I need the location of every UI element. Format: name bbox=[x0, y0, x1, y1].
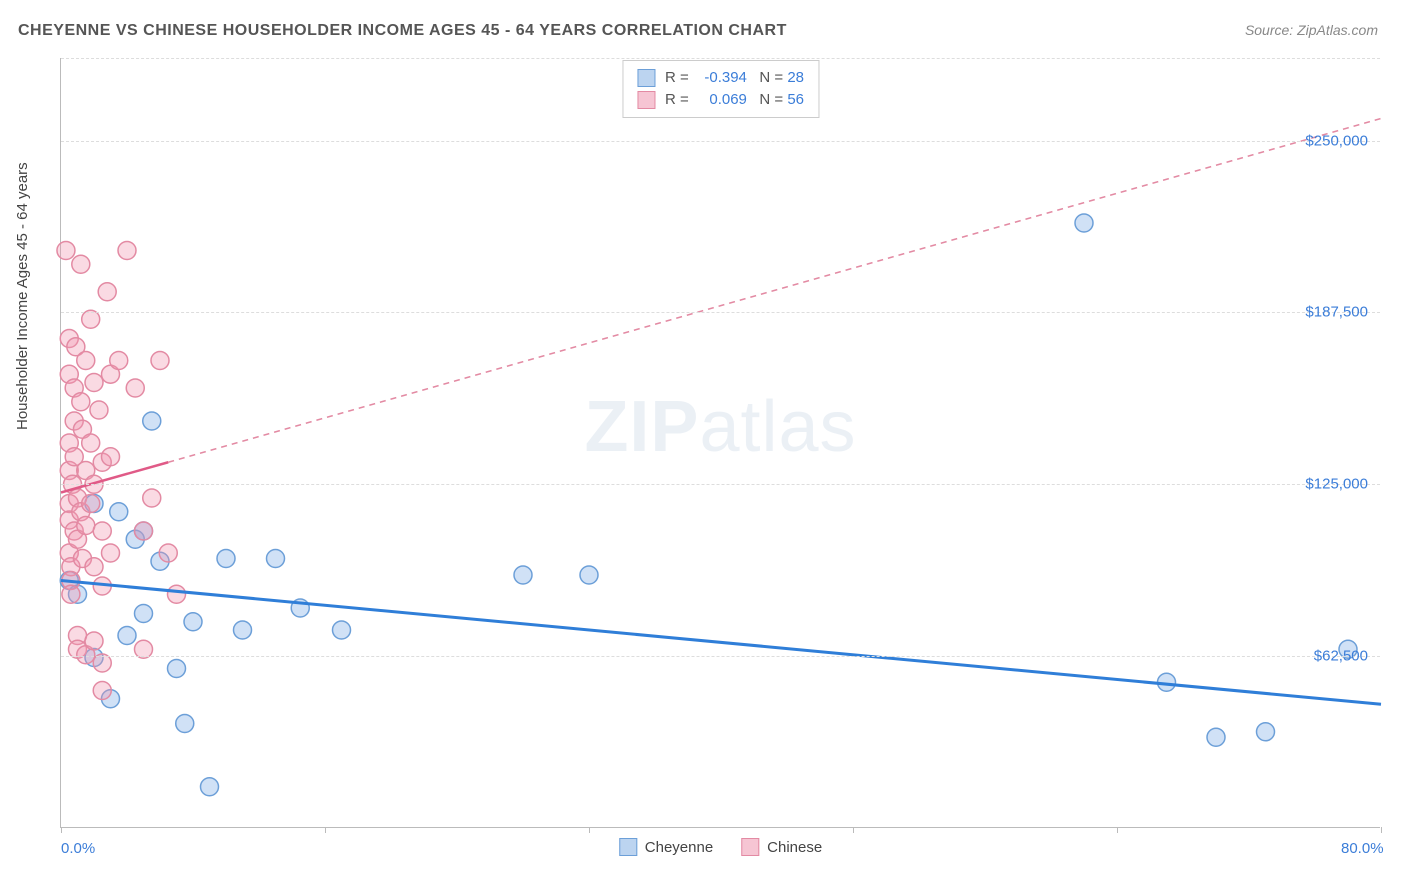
regression-line bbox=[61, 581, 1381, 705]
data-point bbox=[82, 495, 100, 513]
data-point bbox=[234, 621, 252, 639]
data-point bbox=[267, 550, 285, 568]
data-point bbox=[118, 242, 136, 260]
data-point bbox=[159, 544, 177, 562]
y-tick-label: $62,500 bbox=[1314, 648, 1368, 665]
source-name: ZipAtlas.com bbox=[1297, 22, 1378, 38]
data-point bbox=[110, 352, 128, 370]
data-point bbox=[168, 660, 186, 678]
legend-series-label: Chinese bbox=[767, 839, 822, 856]
x-tick bbox=[1117, 827, 1118, 833]
data-point bbox=[82, 434, 100, 452]
grid-line-h bbox=[61, 58, 1380, 59]
data-point bbox=[333, 621, 351, 639]
data-point bbox=[580, 566, 598, 584]
data-point bbox=[90, 401, 108, 419]
data-point bbox=[1207, 728, 1225, 746]
data-point bbox=[72, 255, 90, 273]
grid-line-h bbox=[61, 484, 1380, 485]
legend-swatch bbox=[637, 69, 655, 87]
legend-correlation-text: R = 0.069 N = 56 bbox=[665, 89, 804, 111]
legend-correlation-row: R = 0.069 N = 56 bbox=[637, 89, 804, 111]
data-point bbox=[72, 393, 90, 411]
grid-line-h bbox=[61, 656, 1380, 657]
legend-series-item: Cheyenne bbox=[619, 838, 713, 856]
chart-title: CHEYENNE VS CHINESE HOUSEHOLDER INCOME A… bbox=[18, 22, 787, 40]
plot-svg bbox=[61, 58, 1380, 827]
data-point bbox=[93, 522, 111, 540]
x-tick bbox=[325, 827, 326, 833]
grid-line-h bbox=[61, 141, 1380, 142]
y-tick-label: $125,000 bbox=[1305, 476, 1368, 493]
chart-container: CHEYENNE VS CHINESE HOUSEHOLDER INCOME A… bbox=[0, 0, 1406, 892]
x-tick bbox=[589, 827, 590, 833]
data-point bbox=[98, 283, 116, 301]
data-point bbox=[143, 412, 161, 430]
data-point bbox=[93, 682, 111, 700]
legend-correlation-box: R = -0.394 N = 28R = 0.069 N = 56 bbox=[622, 60, 819, 118]
legend-swatch bbox=[637, 91, 655, 109]
data-point bbox=[102, 544, 120, 562]
x-tick-label: 80.0% bbox=[1341, 840, 1384, 857]
regression-extrapolation bbox=[168, 119, 1381, 463]
data-point bbox=[77, 352, 95, 370]
grid-line-h bbox=[61, 312, 1380, 313]
data-point bbox=[217, 550, 235, 568]
source-label: Source: bbox=[1245, 22, 1297, 38]
y-tick-label: $250,000 bbox=[1305, 132, 1368, 149]
x-tick bbox=[853, 827, 854, 833]
data-point bbox=[1257, 723, 1275, 741]
legend-swatch bbox=[619, 838, 637, 856]
data-point bbox=[135, 522, 153, 540]
data-point bbox=[168, 585, 186, 603]
y-tick-label: $187,500 bbox=[1305, 304, 1368, 321]
data-point bbox=[514, 566, 532, 584]
data-point bbox=[57, 242, 75, 260]
x-tick bbox=[1381, 827, 1382, 833]
legend-swatch bbox=[741, 838, 759, 856]
data-point bbox=[85, 558, 103, 576]
data-point bbox=[184, 613, 202, 631]
data-point bbox=[1075, 214, 1093, 232]
plot-area: ZIPatlas R = -0.394 N = 28R = 0.069 N = … bbox=[60, 58, 1380, 828]
x-tick bbox=[61, 827, 62, 833]
source-attribution: Source: ZipAtlas.com bbox=[1245, 22, 1378, 38]
legend-correlation-row: R = -0.394 N = 28 bbox=[637, 67, 804, 89]
data-point bbox=[201, 778, 219, 796]
data-point bbox=[135, 605, 153, 623]
data-point bbox=[151, 352, 169, 370]
legend-series-label: Cheyenne bbox=[645, 839, 713, 856]
x-tick-label: 0.0% bbox=[61, 840, 95, 857]
y-axis-label: Householder Income Ages 45 - 64 years bbox=[14, 162, 31, 430]
data-point bbox=[102, 448, 120, 466]
data-point bbox=[176, 715, 194, 733]
data-point bbox=[118, 627, 136, 645]
data-point bbox=[143, 489, 161, 507]
data-point bbox=[126, 379, 144, 397]
legend-correlation-text: R = -0.394 N = 28 bbox=[665, 67, 804, 89]
legend-series-item: Chinese bbox=[741, 838, 822, 856]
data-point bbox=[62, 585, 80, 603]
data-point bbox=[110, 503, 128, 521]
data-point bbox=[77, 517, 95, 535]
data-point bbox=[85, 632, 103, 650]
data-point bbox=[85, 374, 103, 392]
legend-series: Cheyenne Chinese bbox=[619, 838, 822, 856]
